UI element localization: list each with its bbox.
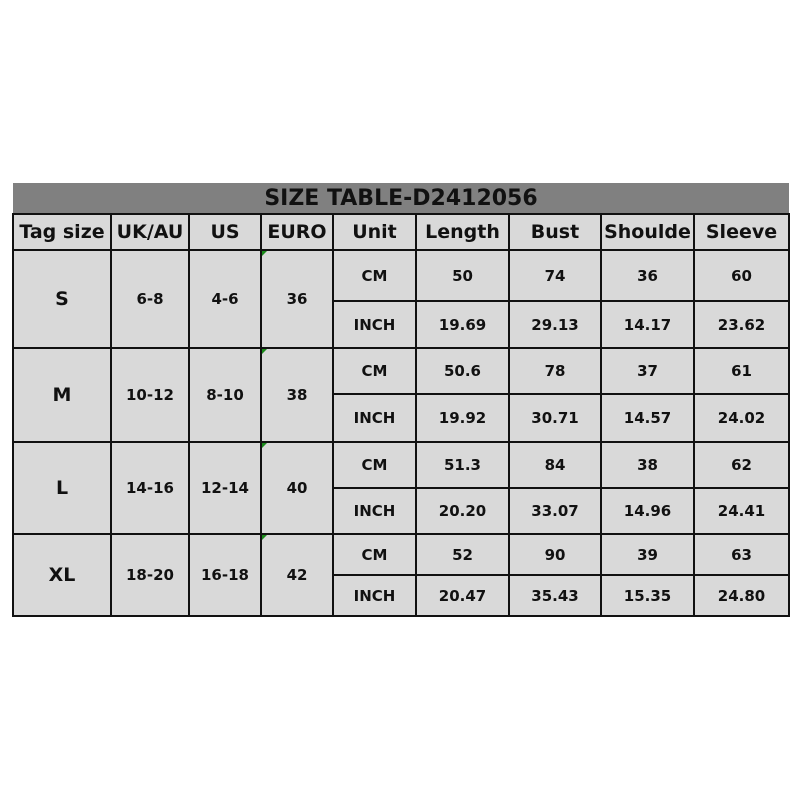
unit-cell: INCH — [332, 300, 417, 349]
column-header: Tag size — [12, 213, 112, 251]
column-header: US — [188, 213, 262, 251]
table-row: M 10-12 8-10 38 CM 50.6 78 37 61 — [12, 347, 790, 443]
bust-cell: 78 — [508, 347, 602, 395]
shoulder-cell: 38 — [600, 441, 695, 489]
length-cell: 20.20 — [415, 487, 510, 535]
tag-size-cell: XL — [12, 533, 112, 617]
column-header: EURO — [260, 213, 334, 251]
length-cell: 19.69 — [415, 300, 510, 349]
unit-cell: CM — [332, 441, 417, 489]
bust-cell: 33.07 — [508, 487, 602, 535]
unit-cell: INCH — [332, 487, 417, 535]
table-row: XL 18-20 16-18 42 CM 52 90 39 63 — [12, 533, 790, 617]
bust-cell: 29.13 — [508, 300, 602, 349]
sleeve-cell: 24.41 — [693, 487, 790, 535]
sleeve-cell: 63 — [693, 533, 790, 576]
size-table-container: SIZE TABLE-D2412056 Tag size UK/AU US EURO U… — [12, 183, 790, 617]
sleeve-cell: 62 — [693, 441, 790, 489]
tag-size-cell: L — [12, 441, 112, 535]
unit-cell: INCH — [332, 393, 417, 443]
sleeve-cell: 60 — [693, 249, 790, 302]
unit-cell: INCH — [332, 574, 417, 617]
column-header: Length — [415, 213, 510, 251]
us-cell: 8-10 — [188, 347, 262, 443]
unit-cell: CM — [332, 533, 417, 576]
sleeve-cell: 23.62 — [693, 300, 790, 349]
title-row: SIZE TABLE-D2412056 — [13, 183, 789, 215]
column-header: Unit — [332, 213, 417, 251]
euro-cell: 40 — [260, 441, 334, 535]
table-row: L 14-16 12-14 40 CM 51.3 84 38 62 — [12, 441, 790, 535]
bust-cell: 35.43 — [508, 574, 602, 617]
us-cell: 4-6 — [188, 249, 262, 349]
shoulder-cell: 15.35 — [600, 574, 695, 617]
size-table: SIZE TABLE-D2412056 Tag size UK/AU US EURO U… — [12, 183, 790, 617]
euro-cell: 36 — [260, 249, 334, 349]
length-cell: 50 — [415, 249, 510, 302]
table-row: INCH 20.47 35.43 15.35 24.80 — [13, 574, 790, 617]
shoulder-cell: 14.17 — [600, 300, 695, 349]
sleeve-cell: 24.02 — [693, 393, 790, 443]
bust-cell: 84 — [508, 441, 602, 489]
tag-size-cell: M — [12, 347, 112, 443]
table-row: INCH 19.92 30.71 14.57 24.02 — [13, 393, 790, 443]
uk-au-cell: 6-8 — [110, 249, 190, 349]
shoulder-cell: 36 — [600, 249, 695, 302]
table-row: INCH 20.20 33.07 14.96 24.41 — [13, 487, 790, 535]
uk-au-cell: 14-16 — [110, 441, 190, 535]
uk-au-cell: 18-20 — [110, 533, 190, 617]
table-row: S 6-8 4-6 36 CM 50 74 36 60 — [12, 249, 790, 349]
shoulder-cell: 39 — [600, 533, 695, 576]
column-header: Shoulde — [600, 213, 695, 251]
euro-cell: 38 — [260, 347, 334, 443]
column-header: UK/AU — [110, 213, 190, 251]
shoulder-cell: 14.57 — [600, 393, 695, 443]
unit-cell: CM — [332, 347, 417, 395]
tag-size-cell: S — [12, 249, 112, 349]
bust-cell: 74 — [508, 249, 602, 302]
shoulder-cell: 37 — [600, 347, 695, 395]
unit-cell: CM — [332, 249, 417, 302]
length-cell: 51.3 — [415, 441, 510, 489]
length-cell: 50.6 — [415, 347, 510, 395]
table-title: SIZE TABLE-D2412056 — [13, 183, 789, 215]
sleeve-cell: 61 — [693, 347, 790, 395]
bust-cell: 90 — [508, 533, 602, 576]
us-cell: 16-18 — [188, 533, 262, 617]
table-row: INCH 19.69 29.13 14.17 23.62 — [13, 300, 790, 349]
shoulder-cell: 14.96 — [600, 487, 695, 535]
length-cell: 19.92 — [415, 393, 510, 443]
column-header: Bust — [508, 213, 602, 251]
bust-cell: 30.71 — [508, 393, 602, 443]
length-cell: 20.47 — [415, 574, 510, 617]
us-cell: 12-14 — [188, 441, 262, 535]
euro-cell: 42 — [260, 533, 334, 617]
length-cell: 52 — [415, 533, 510, 576]
column-header: Sleeve — [693, 213, 790, 251]
sleeve-cell: 24.80 — [693, 574, 790, 617]
uk-au-cell: 10-12 — [110, 347, 190, 443]
header-row: Tag size UK/AU US EURO Unit Length Bust Shoulde… — [12, 213, 790, 251]
